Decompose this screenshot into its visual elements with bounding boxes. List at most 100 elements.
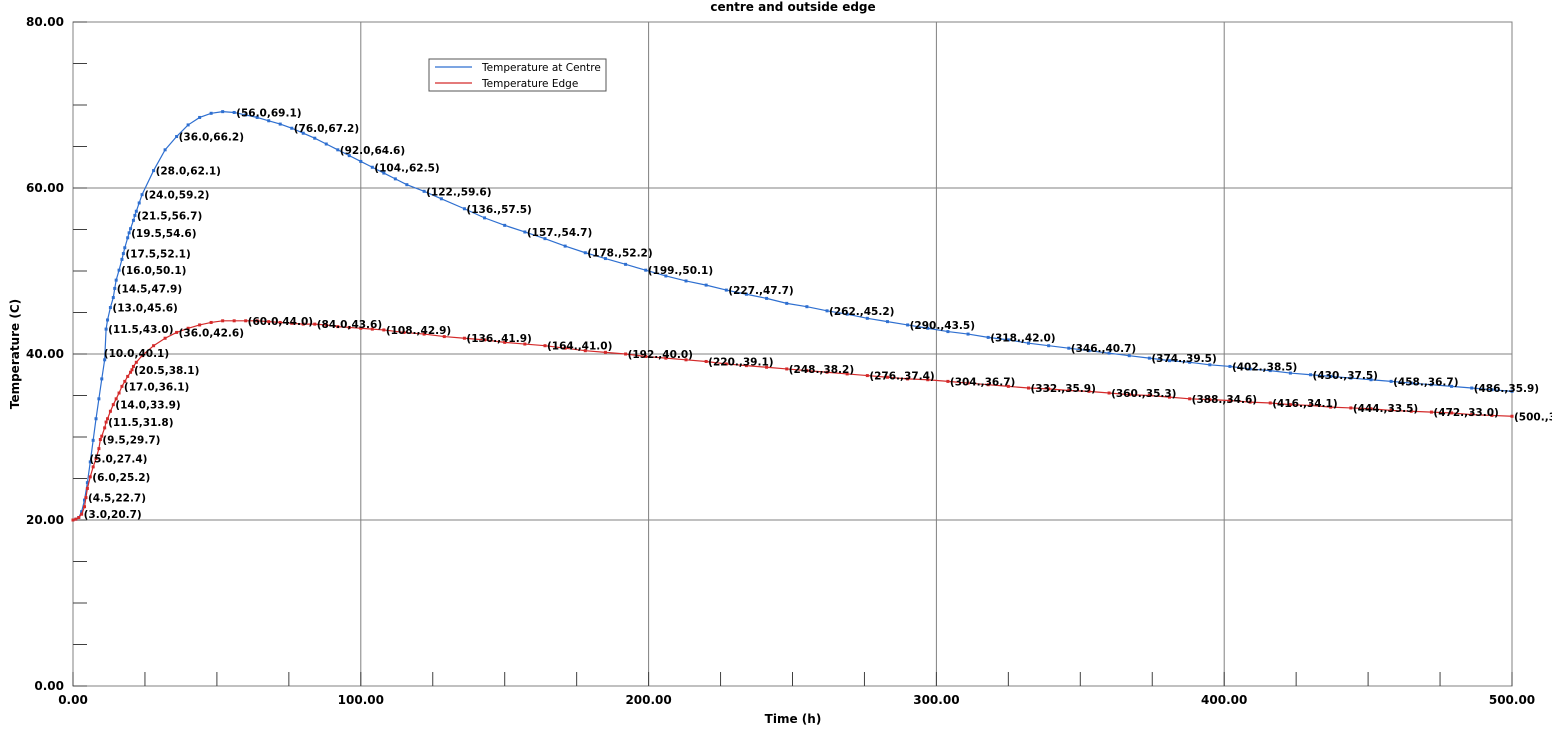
data-point-edge: [77, 516, 81, 520]
data-label-centre: (10.0,40.1): [104, 348, 169, 360]
data-point-centre: [137, 201, 141, 205]
data-point-centre: [563, 244, 567, 248]
data-point-centre: [120, 257, 124, 261]
data-point-centre: [1349, 376, 1353, 380]
data-point-centre: [121, 252, 125, 256]
data-point-centre: [765, 296, 769, 300]
data-point-centre: [1429, 383, 1433, 387]
data-point-centre: [103, 358, 107, 362]
data-point-centre: [186, 123, 190, 127]
data-point-centre: [885, 320, 889, 324]
legend-box: [428, 58, 607, 92]
data-label-centre: (374.,39.5): [1151, 353, 1216, 365]
data-point-edge: [255, 319, 259, 323]
data-label-centre: (199.,50.1): [648, 265, 713, 277]
data-label-edge: (108.,42.9): [386, 325, 451, 337]
data-label-centre: (24.0,59.2): [144, 190, 209, 202]
data-point-edge: [84, 496, 88, 500]
data-label-edge: (416.,34.1): [1272, 398, 1337, 410]
data-point-edge: [104, 420, 108, 424]
data-label-centre: (178.,52.2): [587, 248, 652, 260]
data-point-centre: [439, 197, 443, 201]
data-point-centre: [1369, 378, 1373, 382]
data-point-edge: [664, 356, 668, 360]
data-label-centre: (136.,57.5): [466, 204, 531, 216]
data-point-edge: [130, 368, 134, 372]
data-point-centre: [523, 230, 527, 234]
data-point-centre: [126, 236, 130, 240]
data-point-centre: [382, 171, 386, 175]
data-point-edge: [336, 325, 340, 329]
data-label-edge: (500.,3: [1514, 411, 1552, 423]
data-point-centre: [724, 288, 728, 292]
data-point-edge: [117, 391, 121, 395]
data-point-edge: [152, 344, 156, 348]
data-label-centre: (17.0,36.1): [124, 381, 189, 393]
data-label-edge: (444.,33.5): [1353, 403, 1418, 415]
data-point-centre: [336, 148, 340, 152]
data-point-edge: [1147, 394, 1151, 397]
data-point-centre: [175, 135, 179, 139]
data-label-centre: (122.,59.6): [426, 186, 491, 198]
data-label-centre: (11.5,43.0): [108, 324, 173, 336]
data-point-edge: [198, 323, 202, 327]
data-point-centre: [83, 498, 87, 502]
data-point-edge: [1248, 400, 1252, 404]
data-point-edge: [845, 372, 849, 376]
data-point-edge: [131, 364, 135, 368]
data-point-edge: [85, 486, 89, 490]
data-point-edge: [785, 367, 789, 371]
x-tick-label: 200.00: [625, 693, 671, 707]
data-point-edge: [232, 319, 236, 323]
data-point-edge: [97, 447, 101, 451]
data-label-edge: (192.,40.0): [628, 349, 693, 361]
data-label-edge: (36.0,42.6): [179, 327, 244, 339]
y-tick-label: 40.00: [26, 347, 64, 361]
data-point-centre: [1047, 344, 1051, 348]
data-point-edge: [126, 374, 130, 378]
data-point-edge: [140, 354, 144, 358]
data-point-edge: [1369, 407, 1373, 411]
data-label-centre: (290.,43.5): [910, 320, 975, 332]
data-point-edge: [765, 365, 769, 369]
data-point-centre: [1248, 367, 1252, 371]
data-point-edge: [805, 369, 809, 373]
data-point-edge: [865, 374, 869, 378]
data-point-centre: [232, 110, 236, 114]
data-point-centre: [198, 115, 202, 119]
y-tick-label: 60.00: [26, 181, 64, 195]
data-point-centre: [1006, 338, 1010, 342]
data-point-centre: [744, 292, 748, 296]
data-label-edge: (136.,41.9): [466, 333, 531, 345]
x-tick-label: 500.00: [1489, 693, 1535, 707]
data-point-edge: [583, 349, 587, 353]
series-group: [71, 110, 1514, 522]
data-point-edge: [1329, 405, 1333, 409]
data-point-edge: [724, 362, 728, 366]
data-point-edge: [906, 377, 910, 381]
data-label-edge: (164.,41.0): [547, 341, 612, 353]
data-label-centre: (20.5,38.1): [134, 365, 199, 377]
data-point-edge: [402, 330, 406, 334]
data-point-centre: [1208, 363, 1212, 367]
data-point-centre: [1228, 364, 1232, 368]
series-line-centre: [72, 111, 1513, 521]
data-label-centre: (3.0,20.7): [84, 509, 142, 521]
data-point-centre: [393, 177, 397, 181]
data-point-edge: [186, 326, 190, 330]
data-label-centre: (13.0,45.6): [112, 303, 177, 315]
data-point-edge: [111, 403, 115, 407]
data-point-edge: [278, 320, 282, 324]
data-point-centre: [1087, 349, 1091, 353]
data-point-edge: [359, 326, 363, 330]
data-point-centre: [825, 309, 829, 313]
x-tick-label: 100.00: [338, 693, 384, 707]
data-point-edge: [503, 340, 507, 344]
data-point-edge: [88, 475, 92, 479]
data-point-edge: [175, 330, 179, 334]
data-point-edge: [1389, 408, 1393, 412]
data-point-centre: [1027, 341, 1030, 345]
data-point-edge: [100, 434, 104, 438]
x-tick-label: 400.00: [1201, 693, 1247, 707]
data-point-edge: [313, 322, 317, 326]
